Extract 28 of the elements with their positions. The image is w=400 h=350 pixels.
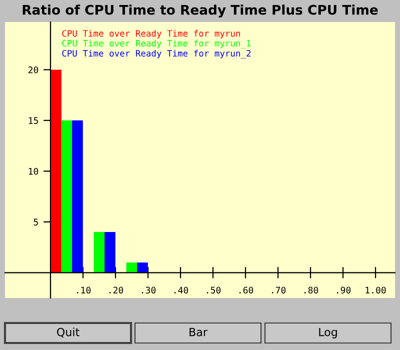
text: CPU Time over Ready Time for myrun [62,30,240,38]
x-tick-label: .10 [77,286,91,294]
x-tick-label: .30 [142,286,156,294]
x-tick-label: .90 [337,286,351,294]
y-tick-label: 10 [28,168,38,175]
text: Quit [57,328,80,338]
y-tick-label: 15 [28,117,38,124]
bar [137,262,148,273]
bar [50,70,62,273]
text: CPU Time over Ready Time for myrun_2 [62,50,251,59]
chart-title: Ratio of CPU Time to Ready Time Plus CPU Time [22,4,378,18]
x-tick-label: .80 [304,286,318,294]
text: CPU Time over Ready Time for myrun_1 [62,40,251,48]
x-tick-label: .60 [240,286,254,294]
bar [126,262,138,273]
bar [61,120,72,273]
text: Bar [190,328,208,336]
x-tick-label: .70 [272,286,286,294]
y-tick-label: 20 [28,66,38,74]
x-tick-label: .50 [207,286,221,294]
bar [104,232,116,273]
x-tick-label: 1.00 [366,286,386,294]
y-tick-label: 5 [34,218,38,226]
bar [94,232,105,273]
x-tick-label: .20 [110,286,124,294]
x-tick-label: .40 [174,286,188,294]
text: Log [319,328,337,338]
bar [72,120,83,273]
